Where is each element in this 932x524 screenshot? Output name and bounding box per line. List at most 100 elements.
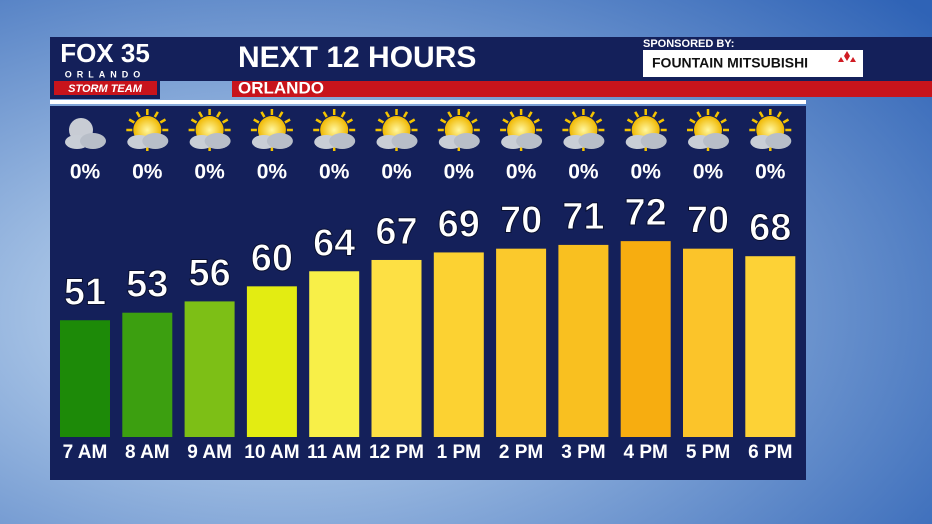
cloud [142, 133, 169, 149]
precip-label: 0% [631, 161, 662, 184]
sun-ray [714, 111, 720, 118]
bar [745, 256, 796, 437]
sun-cloud-icon [562, 109, 605, 151]
x-tick-label: 3 PM [561, 442, 605, 463]
sun-cloud-icon [188, 109, 231, 151]
bar [433, 252, 484, 437]
value-label: 60 [251, 237, 293, 279]
bar [246, 286, 297, 437]
sun-ray [571, 111, 577, 118]
cloud [391, 133, 418, 149]
logo-city: ORLANDO [65, 69, 146, 79]
sun-ray [502, 118, 509, 124]
sun-ray [634, 111, 640, 118]
bar [122, 312, 173, 437]
divider [50, 100, 806, 104]
x-tick-label: 5 PM [686, 442, 730, 463]
sun-ray [439, 118, 447, 124]
x-tick-label: 10 AM [244, 442, 299, 463]
x-tick-label: 11 AM [307, 442, 361, 463]
sun-cloud-icon [313, 109, 356, 151]
value-label: 70 [500, 200, 542, 242]
bar [496, 248, 547, 437]
value-label: 68 [749, 207, 791, 249]
precip-label: 0% [319, 161, 350, 184]
sun-ray [595, 118, 603, 124]
cloud [640, 133, 667, 149]
x-tick-label: 12 PM [369, 442, 424, 463]
cloud [703, 133, 729, 149]
bar [558, 244, 609, 437]
cloud [80, 133, 106, 149]
value-label: 71 [562, 196, 604, 238]
sun-ray [198, 111, 204, 118]
chart-panel [50, 106, 806, 480]
sun-cloud-icon [500, 109, 543, 151]
sun-ray [782, 118, 790, 124]
sun-ray [315, 118, 322, 124]
bar [683, 248, 733, 437]
sun-ray [340, 111, 346, 118]
cloud [516, 133, 543, 149]
sun-ray [346, 118, 354, 124]
moon-cloud-icon [65, 118, 106, 149]
sun-ray [190, 118, 198, 124]
value-label: 64 [313, 222, 355, 264]
value-label: 72 [625, 192, 667, 234]
logo-team: STORM TEAM [68, 83, 143, 95]
sun-ray [533, 118, 540, 124]
sun-ray [128, 118, 135, 124]
sun-ray [377, 118, 385, 124]
sun-ray [589, 111, 595, 118]
sun-ray [658, 118, 665, 124]
sun-cloud-icon [624, 109, 667, 151]
sun-ray [758, 111, 764, 118]
cloud [329, 133, 356, 149]
sponsor-name: FOUNTAIN MITSUBISHI [652, 55, 808, 71]
sun-ray [527, 111, 533, 118]
value-label: 56 [188, 252, 230, 294]
sun-ray [751, 118, 758, 124]
value-label: 53 [126, 264, 168, 306]
sun-ray [471, 118, 478, 124]
x-tick-label: 2 PM [499, 442, 543, 463]
sun-ray [253, 118, 260, 124]
sponsor-box [643, 50, 863, 77]
sun-ray [408, 118, 416, 124]
sun-ray [402, 111, 409, 118]
bar [60, 320, 110, 437]
cloud [765, 133, 792, 149]
sun-ray [509, 111, 515, 118]
sun-cloud-icon [250, 109, 293, 151]
x-tick-label: 6 PM [748, 442, 792, 463]
sun-ray [322, 111, 328, 118]
precip-label: 0% [755, 161, 786, 184]
sun-cloud-icon [749, 109, 792, 151]
chart-subtitle: ORLANDO [238, 78, 324, 97]
value-label: 70 [687, 200, 729, 242]
value-label: 69 [438, 203, 480, 245]
sun-cloud-icon [437, 109, 480, 151]
logo-team-bar [54, 81, 157, 95]
sun-ray [159, 118, 167, 124]
bar [371, 259, 422, 437]
precip-label: 0% [257, 161, 288, 184]
sponsor-label: SPONSORED BY: [643, 38, 734, 50]
bar [184, 301, 235, 437]
sun-ray [278, 111, 284, 118]
value-label: 51 [64, 271, 106, 313]
precip-label: 0% [444, 161, 475, 184]
precip-label: 0% [381, 161, 412, 184]
x-tick-label: 9 AM [187, 442, 232, 463]
value-label: 67 [375, 211, 417, 253]
logo-network: FOX 35 [60, 38, 150, 68]
sun-cloud-icon [375, 109, 418, 151]
sun-cloud-icon [687, 109, 729, 151]
sun-ray [689, 118, 696, 124]
bar [620, 241, 671, 437]
cloud [204, 133, 231, 149]
sun-cloud-icon [126, 109, 169, 151]
sun-ray [260, 111, 266, 118]
